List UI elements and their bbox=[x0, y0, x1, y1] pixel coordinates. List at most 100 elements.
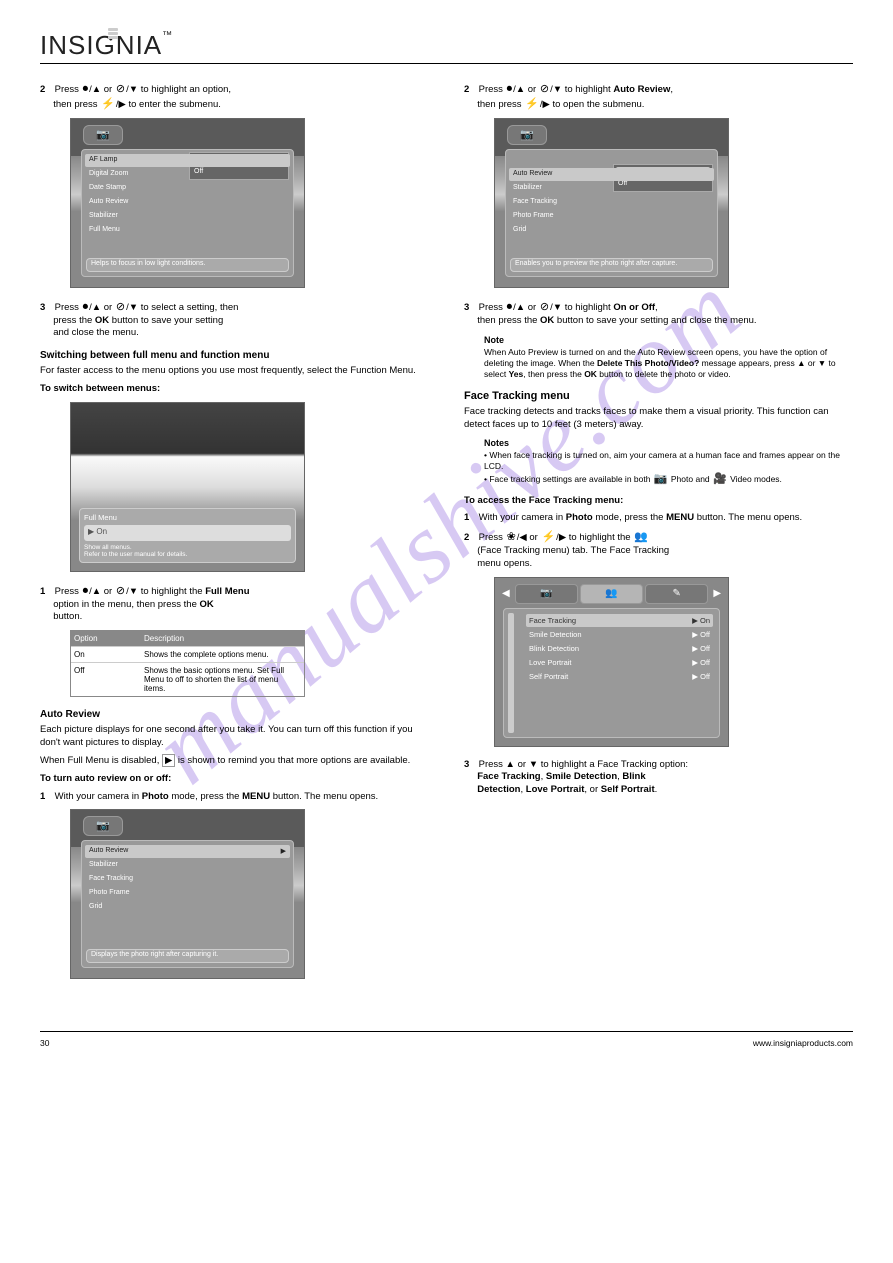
down-icon: ▼ bbox=[553, 84, 562, 95]
step-number: 2 bbox=[40, 84, 52, 97]
menu-row: Blink Detection▶ Off bbox=[526, 642, 713, 655]
macro-icon: ❀ bbox=[507, 531, 516, 543]
body-text: Face tracking detects and tracks faces t… bbox=[464, 406, 853, 432]
menu-row: Face Tracking bbox=[85, 873, 290, 886]
menu-row: Face Tracking bbox=[509, 196, 714, 209]
hint-bar: Displays the photo right after capturing… bbox=[86, 949, 289, 963]
section-heading: Switching between full menu and function… bbox=[40, 350, 429, 361]
ok-label: OK bbox=[95, 315, 109, 326]
on-off-label: On or Off bbox=[613, 302, 655, 313]
step-text: 3 Press ▲ or ▼ to highlight a Face Track… bbox=[464, 759, 853, 797]
rec-icon: ⏺ bbox=[83, 585, 89, 597]
options-table: Option Description On Shows the complete… bbox=[70, 630, 305, 697]
section-heading: Face Tracking menu bbox=[464, 390, 853, 402]
auto-review-label: Auto Review bbox=[613, 84, 670, 95]
note-bullet: • Face tracking settings are available i… bbox=[484, 472, 853, 486]
screenshot-af-lamp: 📷 On Off AF Lamp Digital Zoom Date Stamp… bbox=[70, 118, 305, 288]
table-header: Option bbox=[71, 631, 141, 646]
screenshot-auto-review: 📷 Auto Review ▶ Stabilizer Face Tracking… bbox=[70, 809, 305, 979]
up-icon: ▲ bbox=[92, 586, 101, 597]
page-header: INSIGNIA™ bbox=[40, 30, 853, 64]
step-number: 3 bbox=[40, 302, 52, 315]
menu-row: Auto Review bbox=[85, 196, 290, 209]
step-text: 1 With your camera in Photo mode, press … bbox=[40, 791, 429, 804]
left-icon: ◀ bbox=[499, 588, 513, 599]
step-text: 2 Press ⏺/▲ or ⊘/▼ to highlight Auto Rev… bbox=[464, 82, 853, 112]
menu-row: Grid bbox=[509, 224, 714, 237]
note-text: Refer to the user manual for details. bbox=[84, 551, 291, 558]
page-footer: 30 www.insigniaproducts.com bbox=[40, 1031, 853, 1048]
menu-row: Date Stamp bbox=[85, 182, 290, 195]
step-text: 3 Press ⏺/▲ or ⊘/▼ to highlight On or Of… bbox=[464, 300, 853, 328]
down-icon: ▼ bbox=[129, 84, 138, 95]
right-icon: ▶ bbox=[281, 847, 286, 855]
step-number: 1 bbox=[40, 791, 52, 804]
scrollbar bbox=[508, 613, 514, 733]
screenshot-auto-review-sub: 📷 On Off Auto Review Stabilizer Face Tra… bbox=[494, 118, 729, 288]
menu-row: Photo Frame bbox=[85, 887, 290, 900]
notes-heading: Notes bbox=[484, 438, 853, 448]
insignia-logo: INSIGNIA™ bbox=[40, 30, 173, 61]
rec-icon: ⏺ bbox=[83, 301, 89, 313]
step-number: 3 bbox=[464, 302, 476, 315]
up-icon: ▲ bbox=[92, 302, 101, 313]
menu-row: Grid bbox=[85, 901, 290, 914]
step-text: 2 Press ❀/◀ or ⚡/▶ to highlight the 👥 (F… bbox=[464, 530, 853, 570]
menu-row: Stabilizer bbox=[85, 859, 290, 872]
step-text: 1 Press ⏺/▲ or ⊘/▼ to highlight the Full… bbox=[40, 584, 429, 624]
full-menu-label: Full Menu bbox=[205, 586, 249, 597]
play-icon: ▶ bbox=[88, 527, 94, 536]
ok-label: OK bbox=[540, 315, 554, 326]
rec-icon: ⏺ bbox=[83, 83, 89, 95]
logo-tm: ™ bbox=[162, 30, 173, 41]
menu-row: Love Portrait▶ Off bbox=[526, 656, 713, 669]
right-icon: ▶ bbox=[559, 532, 566, 543]
body-text: For faster access to the menu options yo… bbox=[40, 365, 429, 378]
step-number: 2 bbox=[464, 532, 476, 545]
up-icon: ▲ bbox=[516, 84, 525, 95]
step-text: 2 Press ⏺/▲ or ⊘/▼ to highlight an optio… bbox=[40, 82, 429, 112]
timer-icon: ⊘ bbox=[540, 83, 549, 95]
instruction-label: To turn auto review on or off: bbox=[40, 773, 429, 786]
ok-label: OK bbox=[200, 599, 214, 610]
menu-row bbox=[509, 154, 714, 167]
section-heading: Auto Review bbox=[40, 709, 429, 720]
menu-row: Stabilizer bbox=[509, 182, 714, 195]
timer-icon: ⊘ bbox=[116, 83, 125, 95]
full-menu-title: Full Menu bbox=[84, 513, 117, 522]
table-cell: Shows the complete options menu. bbox=[141, 646, 304, 662]
body-text: When Full Menu is disabled, ▶ is shown t… bbox=[40, 755, 429, 768]
menu-row: Photo Frame bbox=[509, 210, 714, 223]
screenshot-full-menu: Full Menu ▶ On Show all menus. Refer to … bbox=[70, 402, 305, 572]
step-text: 1 With your camera in Photo mode, press … bbox=[464, 512, 853, 525]
tab-edit: ✎ bbox=[645, 584, 708, 604]
body-text: Each picture displays for one second aft… bbox=[40, 724, 429, 750]
menu-row: Full Menu bbox=[85, 224, 290, 237]
note-body: When Auto Preview is turned on and the A… bbox=[484, 347, 853, 380]
timer-icon: ⊘ bbox=[540, 301, 549, 313]
step-number: 1 bbox=[40, 586, 52, 599]
up-icon: ▲ bbox=[516, 302, 525, 313]
footer-url: www.insigniaproducts.com bbox=[753, 1038, 853, 1048]
down-icon: ▼ bbox=[553, 302, 562, 313]
note-text: Show all menus. bbox=[84, 544, 291, 551]
table-cell: Shows the basic options menu. Set Full M… bbox=[141, 662, 304, 696]
logo-bars-icon bbox=[108, 27, 118, 40]
menu-row: AF Lamp bbox=[85, 154, 290, 167]
step-text: 3 Press ⏺/▲ or ⊘/▼ to select a setting, … bbox=[40, 300, 429, 340]
down-icon: ▼ bbox=[129, 302, 138, 313]
note-bullet: • When face tracking is turned on, aim y… bbox=[484, 450, 853, 472]
instruction-label: To access the Face Tracking menu: bbox=[464, 495, 853, 508]
step-number: 1 bbox=[464, 512, 476, 525]
left-column: 2 Press ⏺/▲ or ⊘/▼ to highlight an optio… bbox=[40, 82, 429, 991]
table-header: Description bbox=[141, 631, 304, 646]
timer-icon: ⊘ bbox=[116, 301, 125, 313]
table-cell: Off bbox=[71, 662, 141, 696]
camera-tab-icon: 📷 bbox=[507, 125, 547, 145]
step-number: 3 bbox=[464, 759, 476, 772]
menu-row: Stabilizer bbox=[85, 210, 290, 223]
menu-row: Auto Review ▶ bbox=[85, 845, 290, 858]
tab-photo: 📷 bbox=[515, 584, 578, 604]
right-icon: ▶ bbox=[710, 588, 724, 599]
menu-row: Self Portrait▶ Off bbox=[526, 670, 713, 683]
